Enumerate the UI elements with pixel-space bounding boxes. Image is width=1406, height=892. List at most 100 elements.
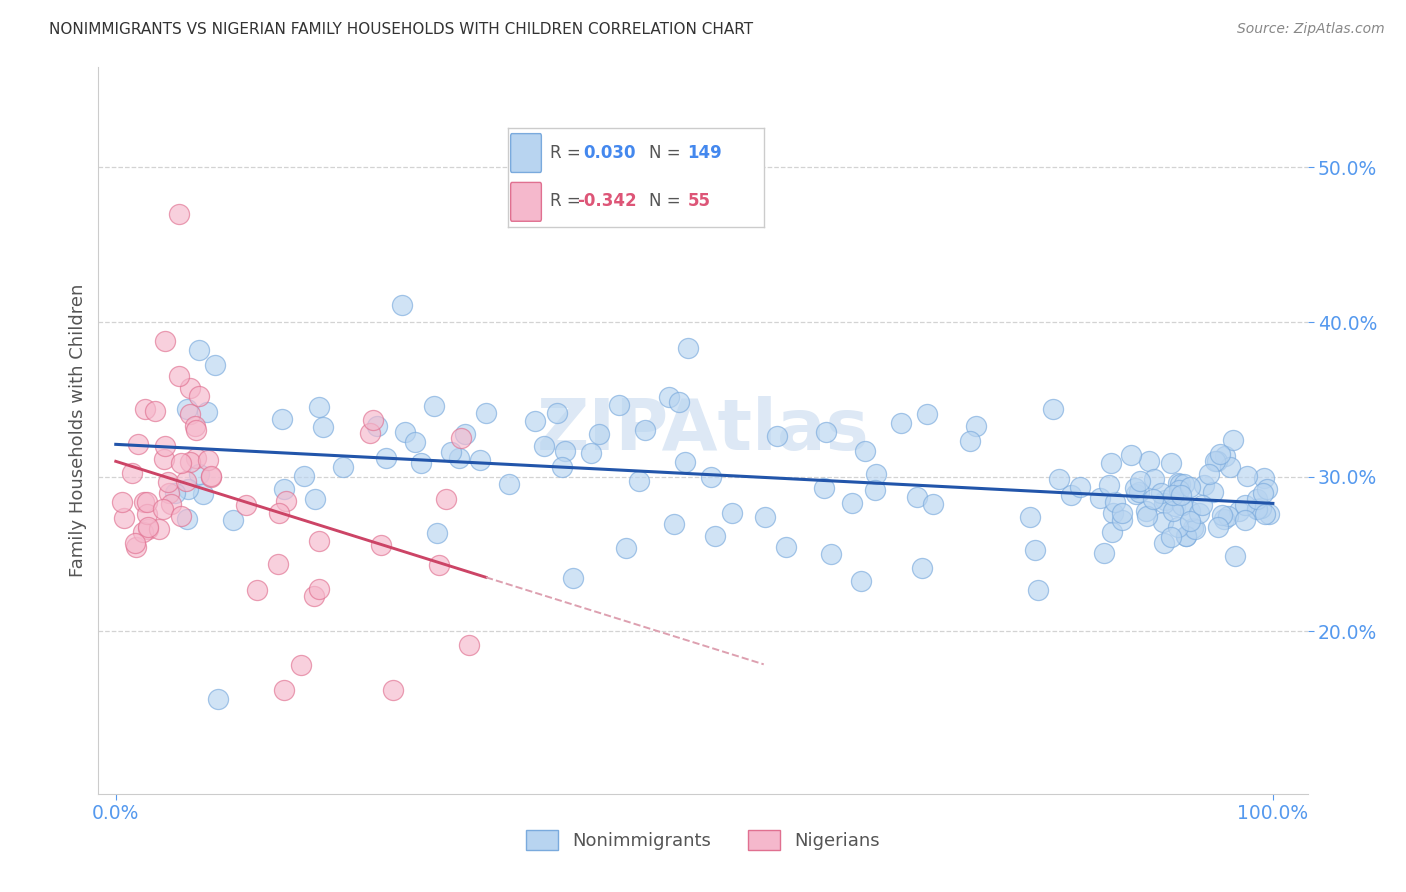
Point <box>1097 478 1119 492</box>
Point <box>197 452 219 467</box>
Point <box>188 343 211 357</box>
Point <box>235 498 257 512</box>
Point <box>1101 525 1123 540</box>
Point <box>179 381 201 395</box>
Point <box>1170 488 1192 502</box>
Point <box>721 506 744 520</box>
Point <box>1180 514 1202 528</box>
Point <box>176 402 198 417</box>
Point <box>207 692 229 706</box>
Y-axis label: Family Households with Children: Family Households with Children <box>69 284 87 577</box>
Point <box>394 425 416 439</box>
Point <box>1168 483 1191 497</box>
Point <box>1250 501 1272 516</box>
Point <box>1178 504 1201 518</box>
FancyBboxPatch shape <box>510 134 541 172</box>
Text: R =: R = <box>550 193 581 211</box>
Point <box>628 474 651 488</box>
Point <box>304 492 326 507</box>
Point <box>195 405 218 419</box>
Point <box>1092 545 1115 559</box>
Point <box>1256 483 1278 497</box>
Point <box>1181 521 1204 535</box>
Point <box>1088 491 1111 505</box>
Point <box>174 474 197 488</box>
Point <box>186 424 208 438</box>
Point <box>266 557 288 571</box>
Point <box>200 470 222 484</box>
Point <box>366 419 388 434</box>
Point <box>1101 507 1123 521</box>
Point <box>1204 453 1226 467</box>
Point <box>1216 508 1239 523</box>
Point <box>152 502 174 516</box>
Point <box>124 536 146 550</box>
Point <box>153 439 176 453</box>
Point <box>302 589 325 603</box>
Point <box>1223 549 1246 564</box>
Point <box>841 496 863 510</box>
Point <box>1170 477 1192 491</box>
Point <box>1175 529 1198 543</box>
Point <box>155 334 177 348</box>
Point <box>132 494 155 508</box>
Text: 55: 55 <box>688 193 710 211</box>
Point <box>449 450 471 465</box>
Point <box>1047 472 1070 486</box>
Point <box>1111 512 1133 526</box>
Text: ZIPAtlas: ZIPAtlas <box>537 396 869 465</box>
Point <box>533 439 555 453</box>
Point <box>1026 582 1049 597</box>
Point <box>169 369 191 384</box>
Point <box>1163 488 1185 502</box>
Point <box>1213 449 1236 463</box>
Point <box>1171 498 1194 512</box>
Point <box>890 416 912 430</box>
Point <box>468 453 491 467</box>
Point <box>121 467 143 481</box>
Point <box>1149 485 1171 500</box>
Point <box>1042 402 1064 417</box>
Point <box>177 482 200 496</box>
Point <box>1254 507 1277 521</box>
Point <box>1175 529 1198 543</box>
Point <box>188 467 211 481</box>
Point <box>1164 499 1187 513</box>
Point <box>359 425 381 440</box>
Point <box>814 425 837 439</box>
Point <box>1198 467 1220 481</box>
Text: N =: N = <box>650 193 681 211</box>
Point <box>176 512 198 526</box>
Point <box>911 561 934 575</box>
Point <box>1024 542 1046 557</box>
Point <box>1246 491 1268 506</box>
Point <box>184 419 207 434</box>
Point <box>959 434 981 449</box>
Point <box>699 470 721 484</box>
Point <box>1236 469 1258 483</box>
Point <box>134 402 156 417</box>
Point <box>1119 448 1142 462</box>
Point <box>754 509 776 524</box>
Point <box>1125 487 1147 501</box>
Point <box>450 431 472 445</box>
Point <box>1123 481 1146 495</box>
Point <box>245 583 267 598</box>
FancyBboxPatch shape <box>510 183 541 221</box>
Point <box>127 437 149 451</box>
Point <box>312 419 335 434</box>
Point <box>1111 506 1133 520</box>
Point <box>143 404 166 418</box>
Point <box>658 391 681 405</box>
Point <box>112 511 135 525</box>
Point <box>454 427 477 442</box>
Point <box>411 456 433 470</box>
Point <box>440 444 463 458</box>
Point <box>1167 520 1189 534</box>
Point <box>1246 501 1268 516</box>
Point <box>498 477 520 491</box>
Point <box>187 389 209 403</box>
Point <box>404 435 426 450</box>
Point <box>922 497 945 511</box>
Point <box>165 486 187 500</box>
